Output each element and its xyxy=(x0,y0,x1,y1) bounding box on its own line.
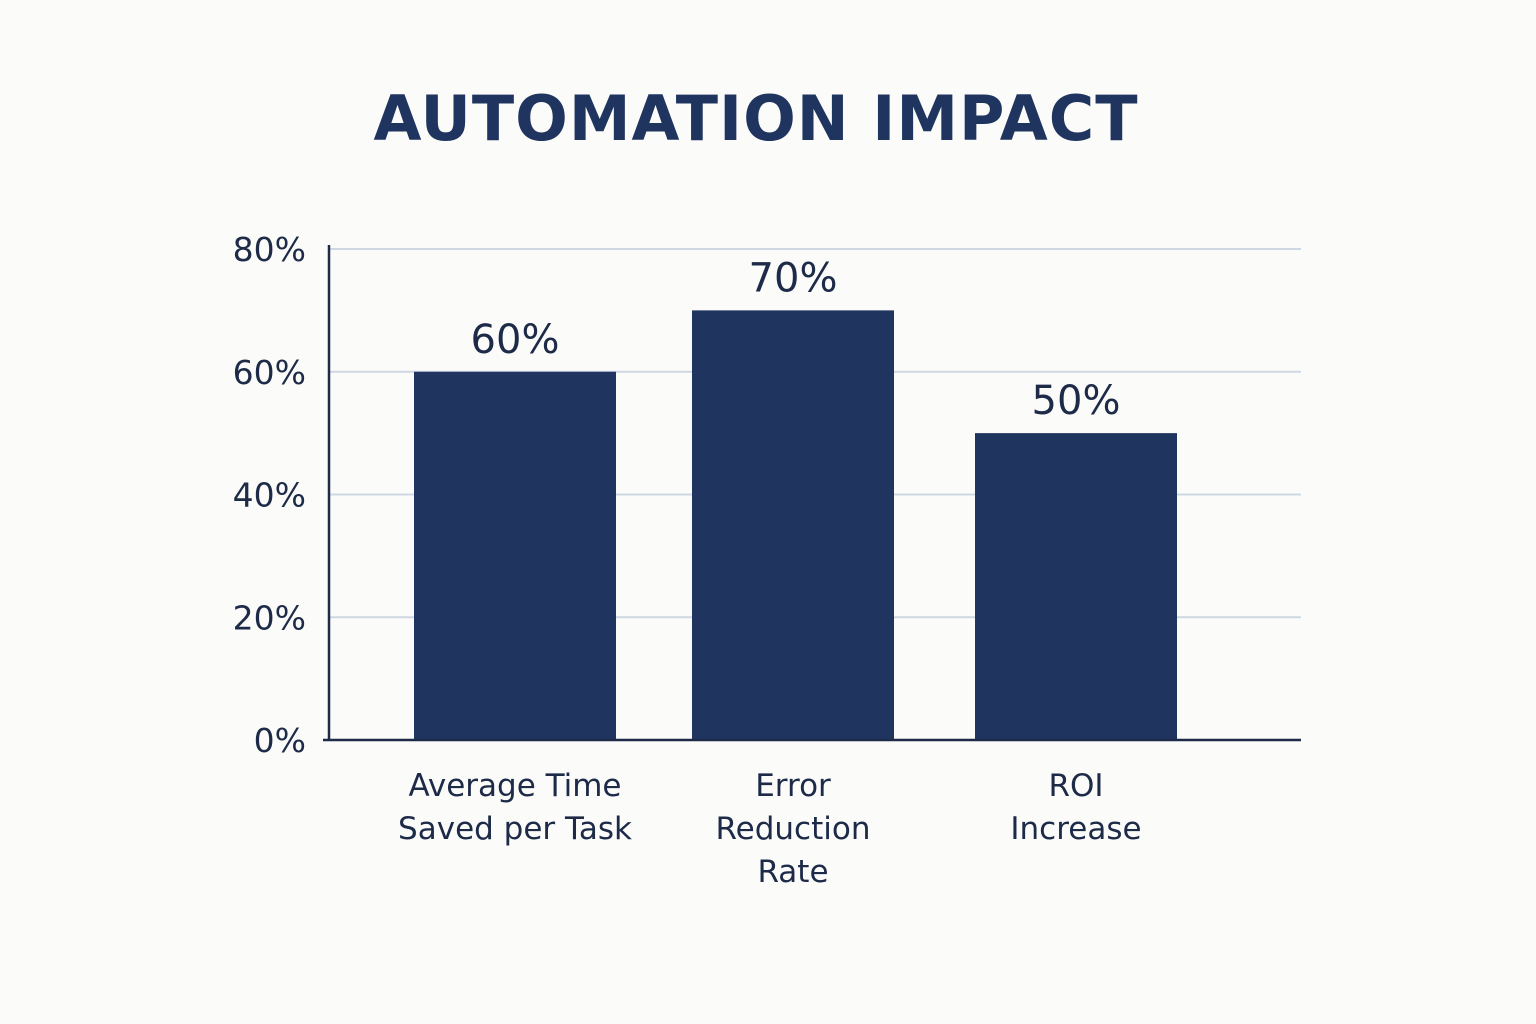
data-label-1: 60% xyxy=(471,317,560,363)
y-tick-label: 40% xyxy=(233,476,306,515)
x-category-label-2: Error Reduction Rate xyxy=(716,768,871,890)
x-category-label-line: Reduction xyxy=(716,811,871,847)
data-label-3: 50% xyxy=(1032,378,1121,424)
x-category-label-line: Error xyxy=(755,768,831,804)
x-category-label-line: Increase xyxy=(1010,811,1141,847)
x-category-label-line: Average Time xyxy=(408,768,621,804)
bar-3 xyxy=(975,433,1177,740)
chart-title: AUTOMATION IMPACT xyxy=(373,82,1139,155)
data-label-2: 70% xyxy=(749,255,838,301)
x-category-label-3: ROI Increase xyxy=(1010,768,1141,847)
y-tick-label: 80% xyxy=(233,230,306,269)
x-category-label-1: Average Time Saved per Task xyxy=(398,768,632,847)
bar-1 xyxy=(414,371,616,740)
bar-2 xyxy=(692,310,894,740)
y-tick-label: 60% xyxy=(233,353,306,392)
x-category-label-line: Rate xyxy=(757,854,828,890)
x-category-label-line: ROI xyxy=(1048,768,1103,804)
x-category-label-line: Saved per Task xyxy=(398,811,632,847)
y-tick-label: 20% xyxy=(233,598,306,637)
y-tick-label: 0% xyxy=(254,721,306,760)
